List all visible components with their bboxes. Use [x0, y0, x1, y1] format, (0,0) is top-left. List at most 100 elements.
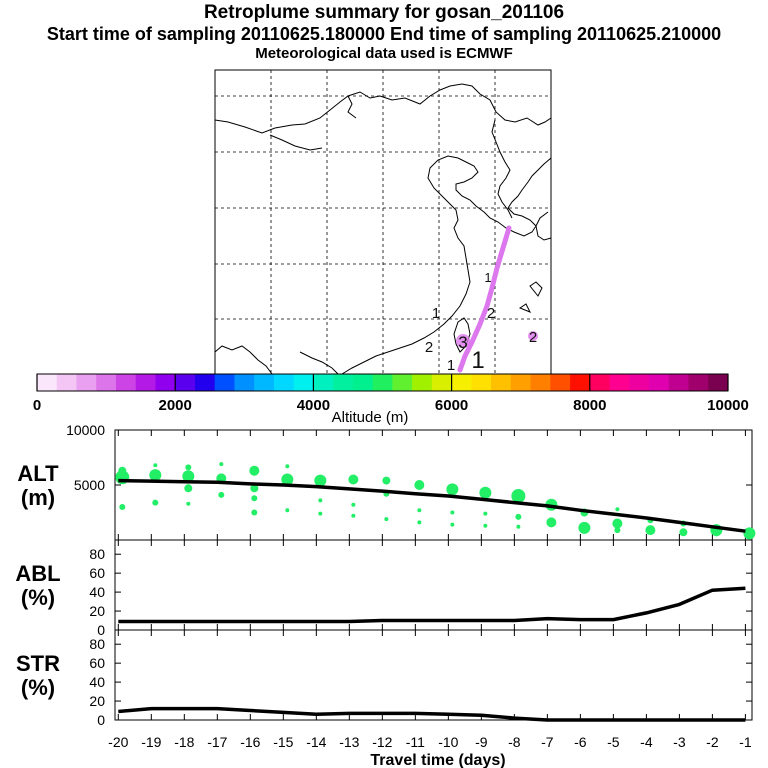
mean-alt-line — [118, 478, 746, 533]
colorbar-cell — [649, 374, 670, 391]
plume-day-label: 2 — [529, 329, 537, 346]
x-tick-label: -7 — [541, 734, 554, 750]
colorbar-cell — [688, 374, 709, 391]
panel-str: 0 20 40 60 80 STR(%) — [16, 629, 753, 728]
colorbar-cell — [37, 374, 58, 391]
particle-cluster-point — [578, 521, 591, 534]
map-gridlines — [215, 70, 551, 374]
y-axis-label: (%) — [21, 675, 55, 700]
colorbar-cell — [471, 374, 492, 391]
colorbar-cell — [491, 374, 512, 391]
y-axis-label: ALT — [17, 461, 59, 486]
x-tick-label: -4 — [640, 734, 653, 750]
colorbar-cell — [333, 374, 354, 391]
chart-title: Retroplume summary for gosan_201106 — [203, 2, 565, 23]
altitude-colorbar: 0 2000 4000 6000 8000 10000 Altitude (m) — [33, 373, 749, 426]
plume-cluster — [456, 334, 470, 348]
particle-cluster-point — [182, 470, 195, 483]
particle-cluster-point — [743, 527, 756, 540]
particle-cluster-point — [414, 480, 425, 490]
plume-day-label: 1 — [447, 357, 455, 374]
colorbar-tick-label: 4000 — [297, 397, 330, 414]
particle-cluster-point — [285, 464, 290, 469]
y-tick-label: 0 — [97, 712, 105, 728]
x-tick-label: -14 — [306, 734, 326, 750]
y-axis-label: STR — [16, 651, 60, 676]
mean-str-line — [118, 706, 746, 722]
colorbar-tick-label: 10000 — [707, 397, 749, 414]
plume-day-label: 1 — [471, 347, 484, 374]
plume-day-label: 1 — [432, 305, 440, 322]
particle-cluster-point — [479, 486, 492, 499]
panel-frame — [114, 629, 753, 721]
particle-cluster-point — [679, 528, 688, 537]
colorbar-cell — [76, 374, 97, 391]
particle-cluster-point — [546, 517, 557, 528]
particle-cluster-point — [483, 523, 488, 528]
particle-cluster-point — [152, 499, 159, 506]
plume-day-label: 3 — [458, 333, 467, 352]
colorbar-cell — [550, 374, 571, 391]
x-axis-label: Travel time (days) — [370, 752, 505, 768]
colorbar-cell — [155, 374, 176, 391]
particle-cluster-point — [450, 522, 455, 527]
colorbar-cell — [392, 374, 413, 391]
colorbar-tick-label: 0 — [33, 397, 41, 414]
colorbar-cell — [56, 374, 77, 391]
particle-cluster-point — [251, 509, 258, 516]
particle-cluster-point — [250, 484, 259, 493]
x-tick-label: -16 — [240, 734, 260, 750]
particle-cluster-point — [516, 524, 521, 529]
particle-cluster-point — [614, 527, 621, 534]
colorbar-cell — [175, 374, 196, 391]
colorbar-cell — [254, 374, 275, 391]
particle-cluster-point — [417, 508, 422, 513]
colorbar-cell — [372, 374, 393, 391]
y-tick-label: 60 — [89, 565, 105, 581]
particle-cluster-point — [351, 502, 356, 507]
particle-cluster-point — [285, 508, 290, 513]
y-tick-label: 10000 — [66, 422, 105, 438]
plume-day-label: 2 — [487, 305, 495, 322]
x-tick-label: -8 — [508, 734, 521, 750]
colorbar-cell — [115, 374, 137, 391]
particle-cluster-point — [249, 465, 260, 476]
particle-cluster-point — [348, 474, 359, 485]
plume-centroid-path — [457, 225, 512, 373]
colorbar-cell — [96, 374, 117, 391]
x-tick-label: -2 — [706, 734, 719, 750]
x-tick-label: -19 — [141, 734, 161, 750]
particle-cluster-point — [281, 473, 294, 486]
x-tick-label: -20 — [108, 734, 128, 750]
particle-cluster-point — [318, 511, 323, 516]
particle-cluster-point — [483, 511, 488, 516]
y-tick-label: 40 — [89, 584, 105, 600]
particle-cluster-point — [612, 518, 623, 529]
y-tick-label: 0 — [97, 622, 105, 638]
particle-cluster-point — [149, 469, 162, 482]
x-tick-label: -6 — [574, 734, 587, 750]
x-tick-label: -1 — [739, 734, 752, 750]
colorbar-cell — [214, 374, 235, 391]
colorbar-cell — [293, 374, 314, 391]
particle-cluster-point — [645, 525, 656, 536]
colorbar-cell — [589, 374, 610, 391]
particle-cluster-point — [446, 483, 459, 496]
particle-cluster-point — [186, 501, 191, 506]
plume-track — [456, 225, 538, 373]
x-tick-label: -5 — [607, 734, 620, 750]
colorbar-cell — [273, 374, 295, 391]
particle-cluster-point — [713, 530, 720, 537]
particle-cluster-point — [153, 463, 158, 468]
particle-cluster-point — [219, 462, 224, 467]
colorbar-tick-label: 8000 — [573, 397, 606, 414]
y-tick-label: 40 — [89, 674, 105, 690]
particle-cluster-point — [384, 517, 389, 522]
coastlines — [214, 83, 552, 375]
particle-cluster-point — [119, 504, 126, 510]
x-tick-label: -18 — [174, 734, 194, 750]
colorbar-tick-label: 2000 — [159, 397, 192, 414]
